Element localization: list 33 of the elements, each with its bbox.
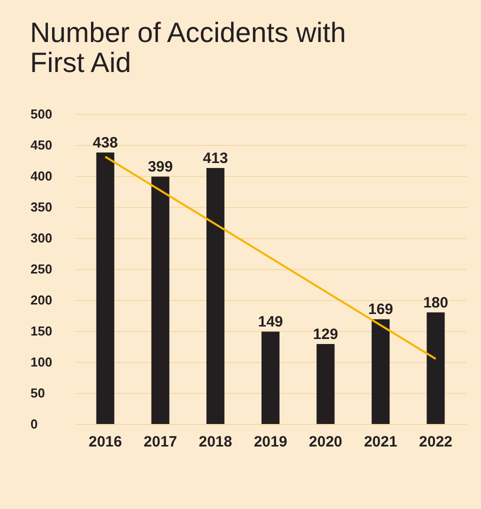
y-tick-label: 200: [30, 292, 52, 308]
data-label: 169: [368, 301, 394, 318]
y-tick-label: 50: [30, 386, 45, 400]
bar: [151, 176, 170, 424]
y-tick-label: 400: [30, 168, 52, 184]
x-tick-label: 2021: [364, 434, 398, 450]
data-label: 438: [92, 134, 118, 152]
y-tick-label: 250: [30, 262, 52, 276]
data-label: 413: [202, 150, 228, 167]
bar: [316, 344, 335, 424]
y-tick-label: 300: [30, 230, 52, 246]
y-tick-label: 150: [30, 324, 52, 338]
y-tick-label: 100: [30, 354, 52, 370]
data-label: 399: [148, 158, 173, 176]
x-tick-label: 2018: [198, 434, 232, 450]
x-tick-label: 2016: [88, 434, 122, 450]
data-label: 180: [423, 294, 448, 312]
bar: [426, 312, 445, 424]
x-tick-label: 2020: [308, 434, 342, 450]
bar: [206, 168, 224, 424]
bar: [96, 152, 114, 424]
data-label: 129: [313, 326, 338, 344]
y-tick-label: 500: [30, 106, 52, 122]
bar: [372, 319, 390, 424]
x-tick-label: 2017: [144, 434, 178, 450]
data-label: 149: [258, 314, 284, 331]
y-tick-label: 0: [30, 416, 38, 432]
x-tick-label: 2022: [419, 434, 452, 450]
y-tick-label: 350: [30, 200, 52, 214]
chart-title: Number of Accidents with First Aid: [30, 17, 346, 78]
x-tick-label: 2019: [254, 434, 288, 450]
y-tick-label: 450: [30, 138, 52, 152]
bar: [262, 332, 280, 424]
